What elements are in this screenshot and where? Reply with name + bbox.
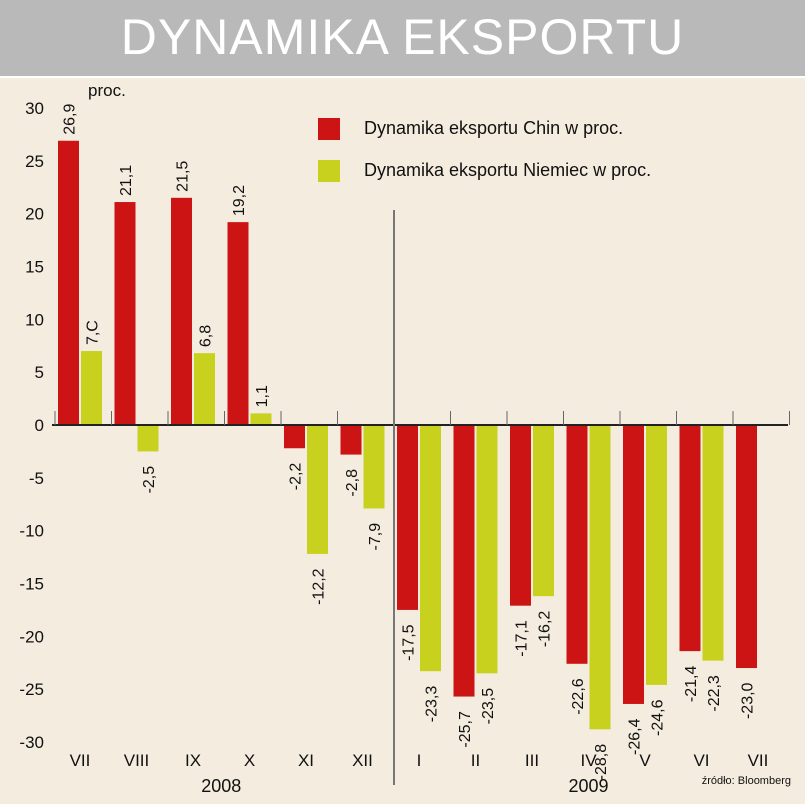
y-tick-label: 15	[25, 258, 44, 277]
data-label: -2,2	[288, 463, 305, 491]
category-label: VIII	[124, 751, 150, 770]
data-label: 1,1	[254, 385, 271, 407]
y-tick-label: -20	[19, 627, 44, 646]
bar-china	[566, 425, 588, 664]
y-tick-label: -25	[19, 680, 44, 699]
bar-germany	[250, 413, 272, 425]
bar-china	[284, 425, 305, 449]
data-label: 6,8	[198, 325, 215, 347]
bar-china	[340, 425, 362, 455]
category-label: XII	[352, 751, 373, 770]
category-label: IV	[580, 751, 597, 770]
y-tick-label: -5	[29, 469, 44, 488]
bar-china	[114, 202, 136, 425]
data-label: -17,1	[514, 620, 531, 657]
bar-china	[453, 425, 475, 697]
y-tick-label: 20	[25, 205, 44, 224]
bar-china	[227, 222, 249, 425]
bar-china	[171, 197, 192, 425]
legend-swatch-germany	[318, 160, 340, 182]
data-label: -17,5	[401, 624, 418, 661]
data-label: -24,6	[650, 699, 667, 736]
bar-china	[623, 425, 644, 704]
data-label: 26,9	[62, 104, 79, 135]
legend-label-china: Dynamika eksportu Chin w proc.	[364, 118, 624, 138]
category-label: V	[639, 751, 651, 770]
data-label: -22,3	[706, 675, 723, 712]
data-label: -2,8	[344, 469, 361, 497]
bar-germany	[363, 425, 385, 509]
legend-swatch-china	[318, 118, 340, 140]
bar-germany	[476, 425, 498, 674]
bar-germany	[533, 425, 554, 597]
data-label: -23,3	[424, 686, 441, 723]
chart-title: DYNAMIKA EKSPORTU	[120, 9, 685, 65]
data-label: 19,2	[231, 185, 248, 216]
category-label: VII	[748, 751, 769, 770]
y-tick-label: 5	[35, 363, 44, 382]
data-label: -12,2	[311, 568, 328, 605]
category-label: I	[417, 751, 422, 770]
bar-germany	[646, 425, 667, 685]
year-label: 2008	[201, 776, 241, 796]
data-label: 21,5	[175, 161, 192, 192]
bar-germany	[589, 425, 611, 730]
category-label: IX	[185, 751, 201, 770]
bar-germany	[137, 425, 159, 452]
category-label: III	[525, 751, 539, 770]
data-label: -7,9	[367, 523, 384, 551]
y-tick-label: -10	[19, 522, 44, 541]
y-tick-label: 0	[35, 416, 44, 435]
category-label: X	[244, 751, 255, 770]
data-label: -23,5	[480, 688, 497, 725]
year-label: 2009	[568, 776, 608, 796]
data-label: -26,4	[627, 718, 644, 755]
legend-label-germany: Dynamika eksportu Niemiec w proc.	[364, 160, 652, 180]
y-tick-label: -15	[19, 575, 44, 594]
category-label: XI	[298, 751, 314, 770]
bar-germany	[194, 353, 215, 425]
data-label: -16,2	[537, 611, 554, 648]
data-label: -2,5	[141, 466, 158, 494]
y-tick-label: 10	[25, 310, 44, 329]
bar-china	[58, 140, 79, 426]
bar-germany	[81, 351, 102, 425]
category-label: VI	[693, 751, 709, 770]
bar-china	[679, 425, 701, 652]
bar-germany	[420, 425, 441, 672]
bar-germany	[702, 425, 724, 661]
category-label: VII	[70, 751, 91, 770]
data-label: -21,4	[683, 666, 700, 703]
data-label: 21,1	[118, 165, 135, 196]
bar-germany	[307, 425, 328, 554]
bar-china	[510, 425, 531, 606]
y-tick-label: 25	[25, 152, 44, 171]
data-label: -22,6	[570, 678, 587, 715]
bar-china	[397, 425, 418, 610]
bar-china	[736, 425, 757, 669]
y-tick-label: 30	[25, 99, 44, 118]
y-axis-unit-label: proc.	[88, 81, 126, 100]
title-bar: DYNAMIKA EKSPORTU	[0, 0, 805, 78]
data-label: -25,7	[457, 711, 474, 748]
data-label: -23,0	[740, 682, 757, 719]
category-label: II	[471, 751, 480, 770]
source-note: źródło: Bloomberg	[701, 775, 791, 787]
y-tick-label: -30	[19, 733, 44, 752]
data-label: 7,C	[85, 320, 102, 345]
data-label: -28,8	[593, 744, 610, 781]
